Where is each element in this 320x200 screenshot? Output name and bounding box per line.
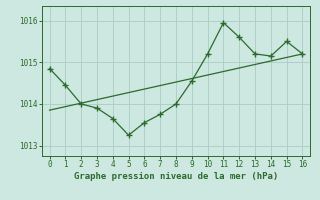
- X-axis label: Graphe pression niveau de la mer (hPa): Graphe pression niveau de la mer (hPa): [74, 172, 278, 181]
